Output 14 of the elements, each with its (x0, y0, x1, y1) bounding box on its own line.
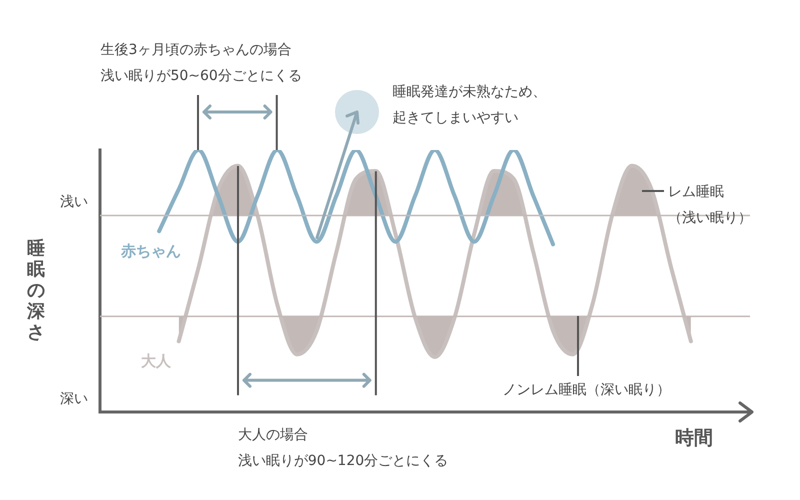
ref-line-label: レム睡眠（浅い眠り） (668, 182, 752, 228)
text: 浅い眠りが50~60分ごとにくる (100, 67, 302, 86)
series-label: 大人 (140, 351, 171, 372)
text: 生後3ヶ月頃の赤ちゃんの場合 (100, 41, 292, 60)
x-axis-title: 時間 (675, 427, 713, 449)
text: 大人の場合 (238, 426, 308, 445)
text: 浅い眠りが90~120分ごとにくる (238, 452, 448, 471)
text: 睡眠発達が未熟なため、 (392, 83, 547, 102)
text: 浅い (60, 193, 88, 212)
text: 起きてしまいやすい (392, 109, 519, 128)
y-axis-title: 睡眠の深さ (26, 238, 46, 343)
ref-line-label: ノンレム睡眠（深い眠り） (502, 381, 671, 400)
series-label: 赤ちゃん (121, 241, 182, 262)
text: 深い (60, 390, 88, 409)
